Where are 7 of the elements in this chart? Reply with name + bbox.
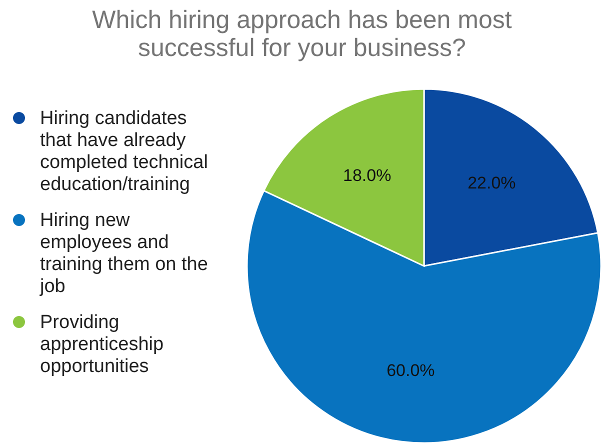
data-label: 18.0% bbox=[342, 166, 392, 185]
chart-title: Which hiring approach has been most successful for your business? bbox=[92, 6, 512, 62]
legend-label: Hiring new employees and training them on the job bbox=[39, 210, 208, 297]
data-label: 60.0% bbox=[386, 360, 435, 380]
legend-label: Providing apprenticeship opportunities bbox=[40, 312, 164, 377]
legend-label: Hiring candidates that have already completed technical education/training bbox=[40, 108, 208, 195]
data-label: 22.0% bbox=[468, 174, 516, 193]
